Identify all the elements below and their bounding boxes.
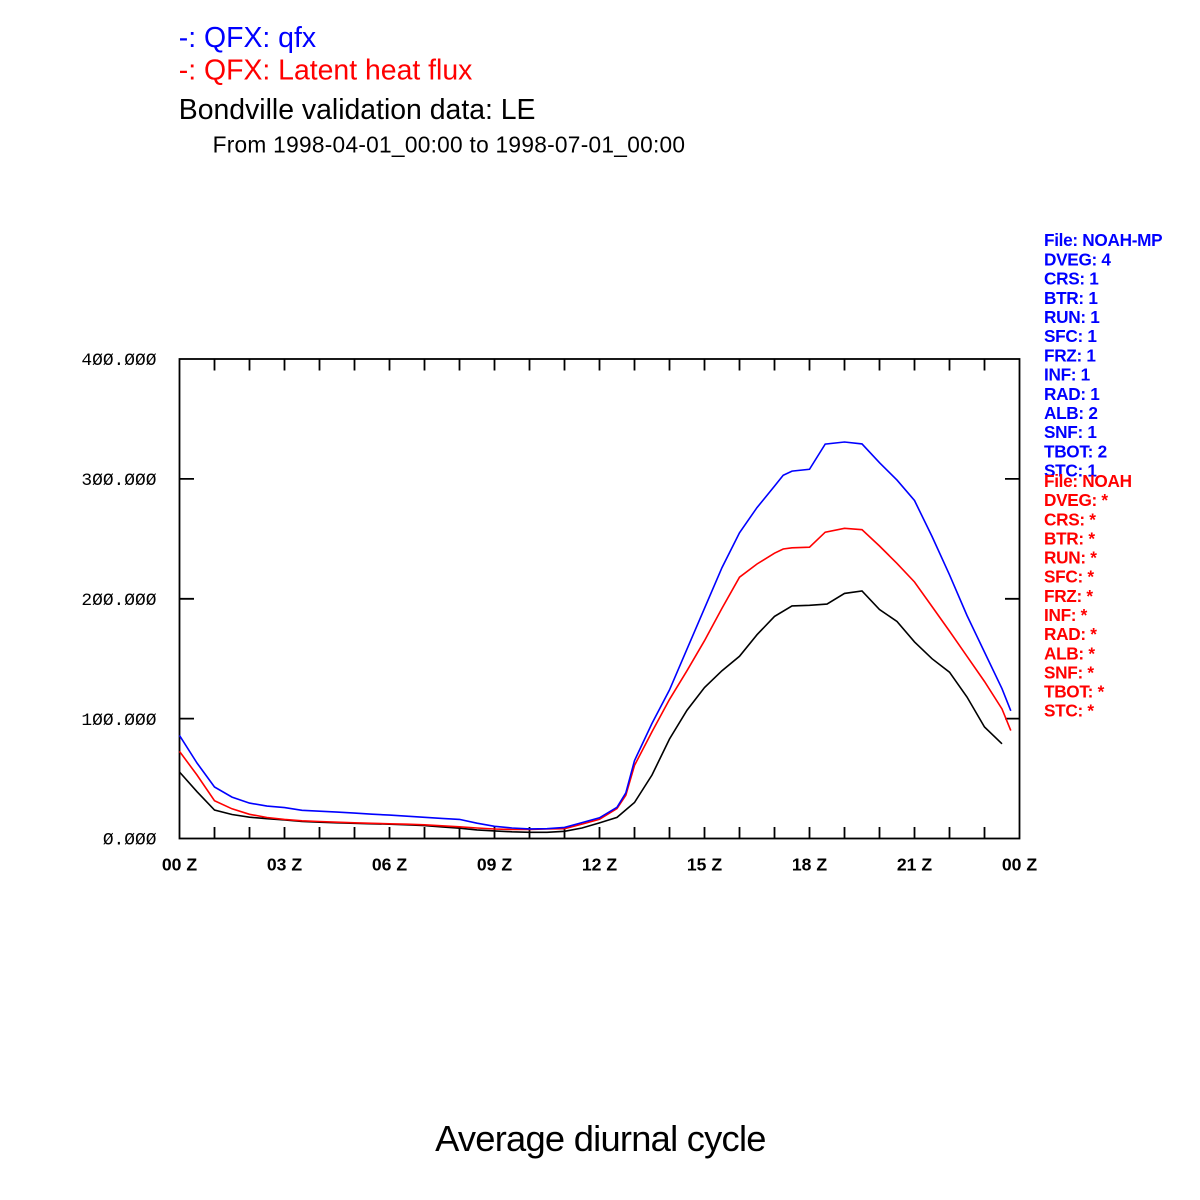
svg-text:03 Z: 03 Z — [267, 855, 302, 875]
svg-text:Ø.ØØØ: Ø.ØØØ — [103, 831, 157, 851]
svg-text:RAD: *: RAD: * — [1044, 624, 1097, 644]
svg-text:RAD: 1: RAD: 1 — [1044, 384, 1100, 404]
svg-text:-: QFX: qfx: -: QFX: qfx — [179, 22, 316, 54]
svg-text:TBOT: *: TBOT: * — [1044, 682, 1105, 702]
svg-text:06 Z: 06 Z — [372, 855, 407, 875]
svg-text:ALB: *: ALB: * — [1044, 643, 1095, 663]
svg-text:-: QFX: Latent heat flux: -: QFX: Latent heat flux — [179, 54, 473, 86]
svg-text:SNF: 1: SNF: 1 — [1044, 422, 1097, 442]
svg-text:SNF: *: SNF: * — [1044, 662, 1094, 682]
svg-text:00 Z: 00 Z — [162, 855, 197, 875]
svg-text:RUN: 1: RUN: 1 — [1044, 307, 1100, 327]
svg-text:DVEG: *: DVEG: * — [1044, 490, 1108, 510]
svg-text:18 Z: 18 Z — [792, 855, 827, 875]
svg-text:15 Z: 15 Z — [687, 855, 722, 875]
svg-text:INF: *: INF: * — [1044, 605, 1088, 625]
svg-text:4ØØ.ØØØ: 4ØØ.ØØØ — [81, 351, 156, 371]
svg-text:STC: 1: STC: 1 — [1044, 461, 1097, 481]
svg-text:SFC: *: SFC: * — [1044, 567, 1094, 587]
svg-text:FRZ: *: FRZ: * — [1044, 586, 1093, 606]
svg-text:ALB: 2: ALB: 2 — [1044, 403, 1098, 423]
svg-text:STC: *: STC: * — [1044, 701, 1094, 721]
svg-text:00 Z: 00 Z — [1002, 855, 1037, 875]
svg-text:File: NOAH: File: NOAH — [1044, 471, 1132, 491]
svg-text:BTR: *: BTR: * — [1044, 528, 1095, 548]
svg-text:CRS: *: CRS: * — [1044, 509, 1096, 529]
svg-text:2ØØ.ØØØ: 2ØØ.ØØØ — [81, 591, 156, 611]
svg-text:21 Z: 21 Z — [897, 855, 932, 875]
svg-text:FRZ: 1: FRZ: 1 — [1044, 345, 1096, 365]
svg-text:12 Z: 12 Z — [582, 855, 617, 875]
svg-text:Bondville validation data: LE: Bondville validation data: LE — [179, 94, 536, 126]
svg-text:CRS: 1: CRS: 1 — [1044, 269, 1099, 289]
svg-text:INF: 1: INF: 1 — [1044, 365, 1091, 385]
svg-text:File: NOAH-MP: File: NOAH-MP — [1044, 230, 1162, 250]
svg-text:09 Z: 09 Z — [477, 855, 512, 875]
svg-text:RUN: *: RUN: * — [1044, 548, 1097, 568]
svg-text:DVEG: 4: DVEG: 4 — [1044, 249, 1111, 269]
svg-text:Average diurnal cycle: Average diurnal cycle — [435, 1118, 766, 1159]
svg-text:SFC: 1: SFC: 1 — [1044, 326, 1097, 346]
svg-text:3ØØ.ØØØ: 3ØØ.ØØØ — [81, 471, 156, 491]
svg-text:BTR: 1: BTR: 1 — [1044, 288, 1098, 308]
svg-text:From 1998-04-01_00:00 to 1998-: From 1998-04-01_00:00 to 1998-07-01_00:0… — [213, 132, 686, 158]
svg-text:1ØØ.ØØØ: 1ØØ.ØØØ — [81, 711, 156, 731]
svg-text:TBOT: 2: TBOT: 2 — [1044, 441, 1107, 461]
